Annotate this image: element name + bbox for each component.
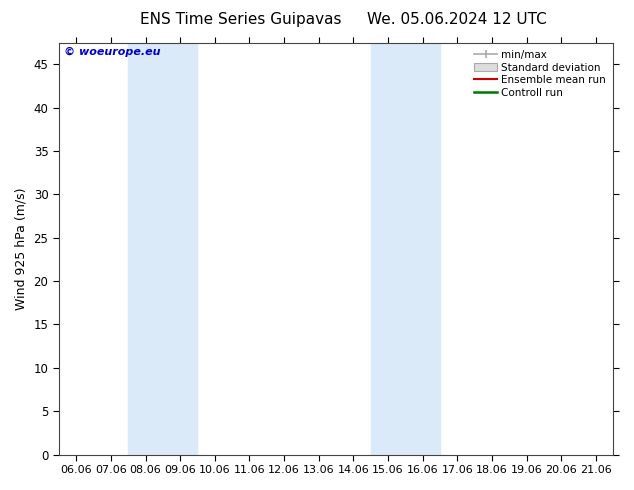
Text: ENS Time Series Guipavas: ENS Time Series Guipavas [140, 12, 342, 27]
Y-axis label: Wind 925 hPa (m/s): Wind 925 hPa (m/s) [15, 187, 28, 310]
Legend: min/max, Standard deviation, Ensemble mean run, Controll run: min/max, Standard deviation, Ensemble me… [470, 46, 611, 102]
Bar [128, 43, 198, 455]
Bar [371, 43, 440, 455]
Text: © woeurope.eu: © woeurope.eu [65, 47, 161, 57]
Text: We. 05.06.2024 12 UTC: We. 05.06.2024 12 UTC [366, 12, 547, 27]
